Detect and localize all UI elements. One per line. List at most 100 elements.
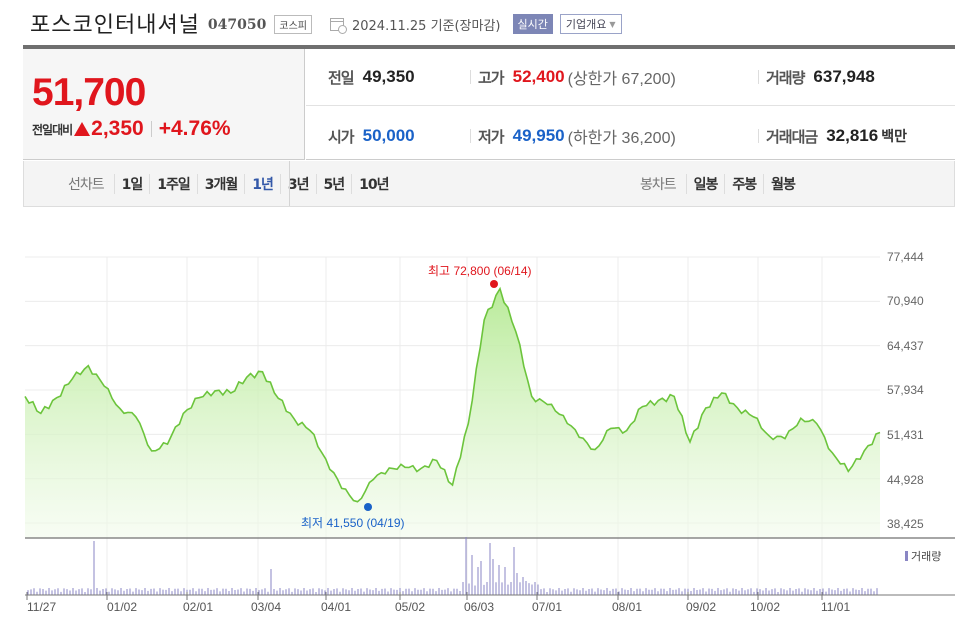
- volume-legend: 거래량: [905, 548, 941, 564]
- stat-value: 50,000: [362, 126, 415, 145]
- header-divider: [23, 45, 955, 49]
- volume-bars: [27, 537, 878, 595]
- upper-limit: (상한가 67,200): [567, 71, 676, 88]
- tab-1week[interactable]: 1주일: [149, 174, 197, 194]
- up-arrow-icon: [74, 122, 91, 136]
- high-marker: [490, 280, 498, 288]
- x-tick: 11/01: [821, 600, 851, 614]
- tab-5year[interactable]: 5년: [315, 174, 352, 194]
- line-chart-label: 선차트: [68, 177, 105, 193]
- stat-volume: 거래량 637,948: [766, 67, 875, 87]
- low-date: (04/19): [366, 516, 405, 530]
- x-tick: 10/02: [750, 600, 781, 614]
- current-price-panel: 51,700 전일대비 2,350 +4.76%: [23, 49, 305, 160]
- change-label: 전일대비: [32, 122, 73, 137]
- low-marker: [364, 503, 372, 511]
- stock-header: 포스코인터내셔널 047050 코스피 2024.11.25 기준(장마감) 실…: [30, 6, 622, 40]
- low-annotation: 최저 41,550 (04/19): [301, 514, 405, 531]
- realtime-button[interactable]: 실시간: [512, 14, 553, 34]
- low-value: 41,550: [326, 516, 364, 530]
- x-tick: 11/27: [27, 600, 57, 614]
- lower-limit: (하한가 36,200): [567, 130, 676, 147]
- x-tick: 07/01: [532, 600, 563, 614]
- stat-label: 시가: [328, 127, 355, 146]
- tabs-divider: [289, 161, 290, 206]
- stat-value: 637,948: [813, 67, 875, 86]
- x-tick: 04/01: [321, 600, 352, 614]
- divider: [470, 70, 471, 84]
- change-percent: +4.76%: [158, 117, 231, 140]
- divider: [150, 121, 152, 137]
- divider: [758, 70, 759, 84]
- stat-prev-close: 전일 49,350: [328, 67, 415, 87]
- x-tick: 09/02: [686, 600, 717, 614]
- y-tick: 57,934: [887, 383, 924, 397]
- stat-open: 시가 50,000: [328, 126, 415, 146]
- x-tick: 06/03: [464, 600, 495, 614]
- line-chart-tabs: 선차트 1일 1주일 3개월 1년 3년 5년 10년: [68, 174, 396, 194]
- divider: [470, 129, 471, 143]
- tab-3month[interactable]: 3개월: [196, 174, 245, 194]
- price-chart-canvas: [24, 256, 955, 600]
- volume-legend-label: 거래량: [911, 550, 942, 563]
- high-label: 최고: [428, 264, 451, 278]
- overview-label: 기업개요: [565, 18, 607, 31]
- high-annotation: 최고 72,800 (06/14): [428, 262, 532, 279]
- tab-3year[interactable]: 3년: [279, 174, 316, 194]
- volume-swatch-icon: [905, 551, 908, 561]
- stat-value: 52,400: [512, 67, 565, 86]
- row-divider: [306, 105, 955, 106]
- chevron-down-icon: ▼: [609, 19, 616, 29]
- tab-1year[interactable]: 1년: [244, 174, 280, 194]
- stock-code: 047050: [207, 17, 267, 33]
- tab-1day[interactable]: 1일: [113, 174, 150, 194]
- tab-monthly-candle[interactable]: 월봉: [763, 174, 802, 194]
- current-price: 51,700: [32, 71, 146, 114]
- stat-value: 49,950: [512, 126, 565, 145]
- tab-weekly-candle[interactable]: 주봉: [724, 174, 763, 194]
- price-area: [25, 288, 880, 538]
- stat-label: 고가: [478, 68, 505, 87]
- y-tick: 38,425: [887, 517, 924, 531]
- price-stats-panel: 전일 49,350 시가 50,000 고가 52,400 (상한가 67,20…: [306, 49, 955, 160]
- stat-low: 저가 49,950 (하한가 36,200): [478, 126, 676, 147]
- stat-label: 저가: [478, 127, 505, 146]
- stat-value: 49,350: [362, 67, 415, 86]
- calendar-clock-icon: [329, 18, 347, 34]
- x-tick: 05/02: [395, 600, 426, 614]
- stat-label: 거래량: [766, 68, 805, 87]
- stat-high: 고가 52,400 (상한가 67,200): [478, 67, 676, 88]
- stat-trade-amount: 거래대금 32,816 백만: [766, 126, 907, 146]
- x-tick: 08/01: [612, 600, 643, 614]
- y-tick: 70,940: [887, 294, 924, 308]
- y-tick: 44,928: [887, 473, 924, 487]
- y-tick: 64,437: [887, 339, 924, 353]
- tab-daily-candle[interactable]: 일봉: [685, 174, 725, 194]
- date-value: 2024.11.25: [351, 19, 427, 34]
- chart-period-tabs: 선차트 1일 1주일 3개월 1년 3년 5년 10년 봉차트 일봉 주봉 월봉: [23, 161, 955, 207]
- high-date: (06/14): [493, 264, 532, 278]
- divider: [758, 129, 759, 143]
- quote-date: 2024.11.25 기준(장마감): [352, 15, 501, 34]
- y-tick: 51,431: [887, 428, 924, 442]
- tab-10year[interactable]: 10년: [351, 174, 395, 194]
- x-tick: 03/04: [251, 600, 282, 614]
- company-name: 포스코인터내셔널: [30, 13, 200, 38]
- low-label: 최저: [301, 516, 324, 530]
- x-tick: 01/02: [107, 600, 138, 614]
- stat-label: 거래대금: [766, 127, 818, 146]
- change-value: 2,350: [91, 117, 144, 140]
- stat-unit: 백만: [881, 129, 907, 145]
- candle-chart-tabs: 봉차트 일봉 주봉 월봉: [640, 174, 802, 194]
- high-value: 72,800: [453, 264, 491, 278]
- price-chart[interactable]: 최고 72,800 (06/14) 최저 41,550 (04/19) 77,4…: [0, 210, 955, 639]
- price-line: [24, 286, 881, 503]
- stat-label: 전일: [328, 68, 355, 87]
- date-basis: 기준(장마감): [430, 19, 501, 34]
- company-overview-dropdown[interactable]: 기업개요 ▼: [559, 14, 622, 34]
- x-axis-ticks: [26, 592, 823, 600]
- y-tick: 77,444: [887, 250, 924, 264]
- x-tick: 02/01: [183, 600, 214, 614]
- price-change: 전일대비 2,350 +4.76%: [32, 117, 231, 141]
- stat-value: 32,816: [826, 126, 879, 145]
